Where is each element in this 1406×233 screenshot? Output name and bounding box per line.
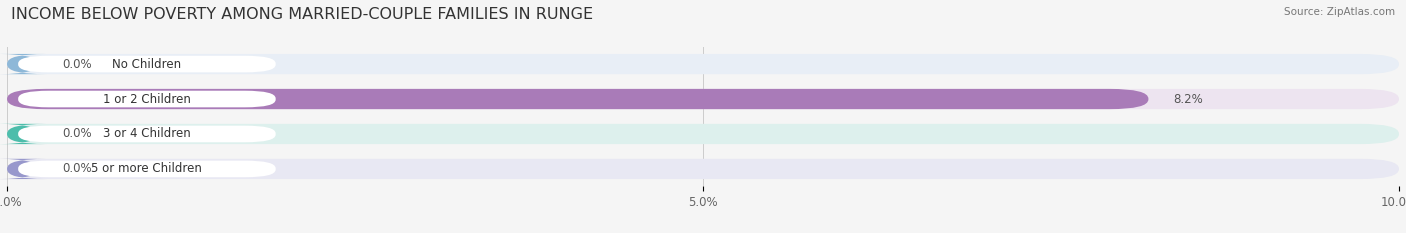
Text: 0.0%: 0.0% (63, 58, 93, 71)
Text: 5 or more Children: 5 or more Children (91, 162, 202, 175)
Text: 1 or 2 Children: 1 or 2 Children (103, 93, 191, 106)
FancyBboxPatch shape (18, 91, 276, 107)
Text: No Children: No Children (112, 58, 181, 71)
FancyBboxPatch shape (0, 54, 46, 74)
FancyBboxPatch shape (18, 161, 276, 177)
FancyBboxPatch shape (18, 126, 276, 142)
FancyBboxPatch shape (7, 89, 1149, 109)
FancyBboxPatch shape (0, 159, 46, 179)
FancyBboxPatch shape (7, 124, 1399, 144)
FancyBboxPatch shape (7, 54, 1399, 74)
Text: INCOME BELOW POVERTY AMONG MARRIED-COUPLE FAMILIES IN RUNGE: INCOME BELOW POVERTY AMONG MARRIED-COUPL… (11, 7, 593, 22)
FancyBboxPatch shape (0, 124, 46, 144)
FancyBboxPatch shape (7, 159, 1399, 179)
FancyBboxPatch shape (7, 89, 1399, 109)
Text: 0.0%: 0.0% (63, 162, 93, 175)
FancyBboxPatch shape (18, 56, 276, 72)
Text: 3 or 4 Children: 3 or 4 Children (103, 127, 191, 140)
Text: 8.2%: 8.2% (1174, 93, 1204, 106)
Text: 0.0%: 0.0% (63, 127, 93, 140)
Text: Source: ZipAtlas.com: Source: ZipAtlas.com (1284, 7, 1395, 17)
